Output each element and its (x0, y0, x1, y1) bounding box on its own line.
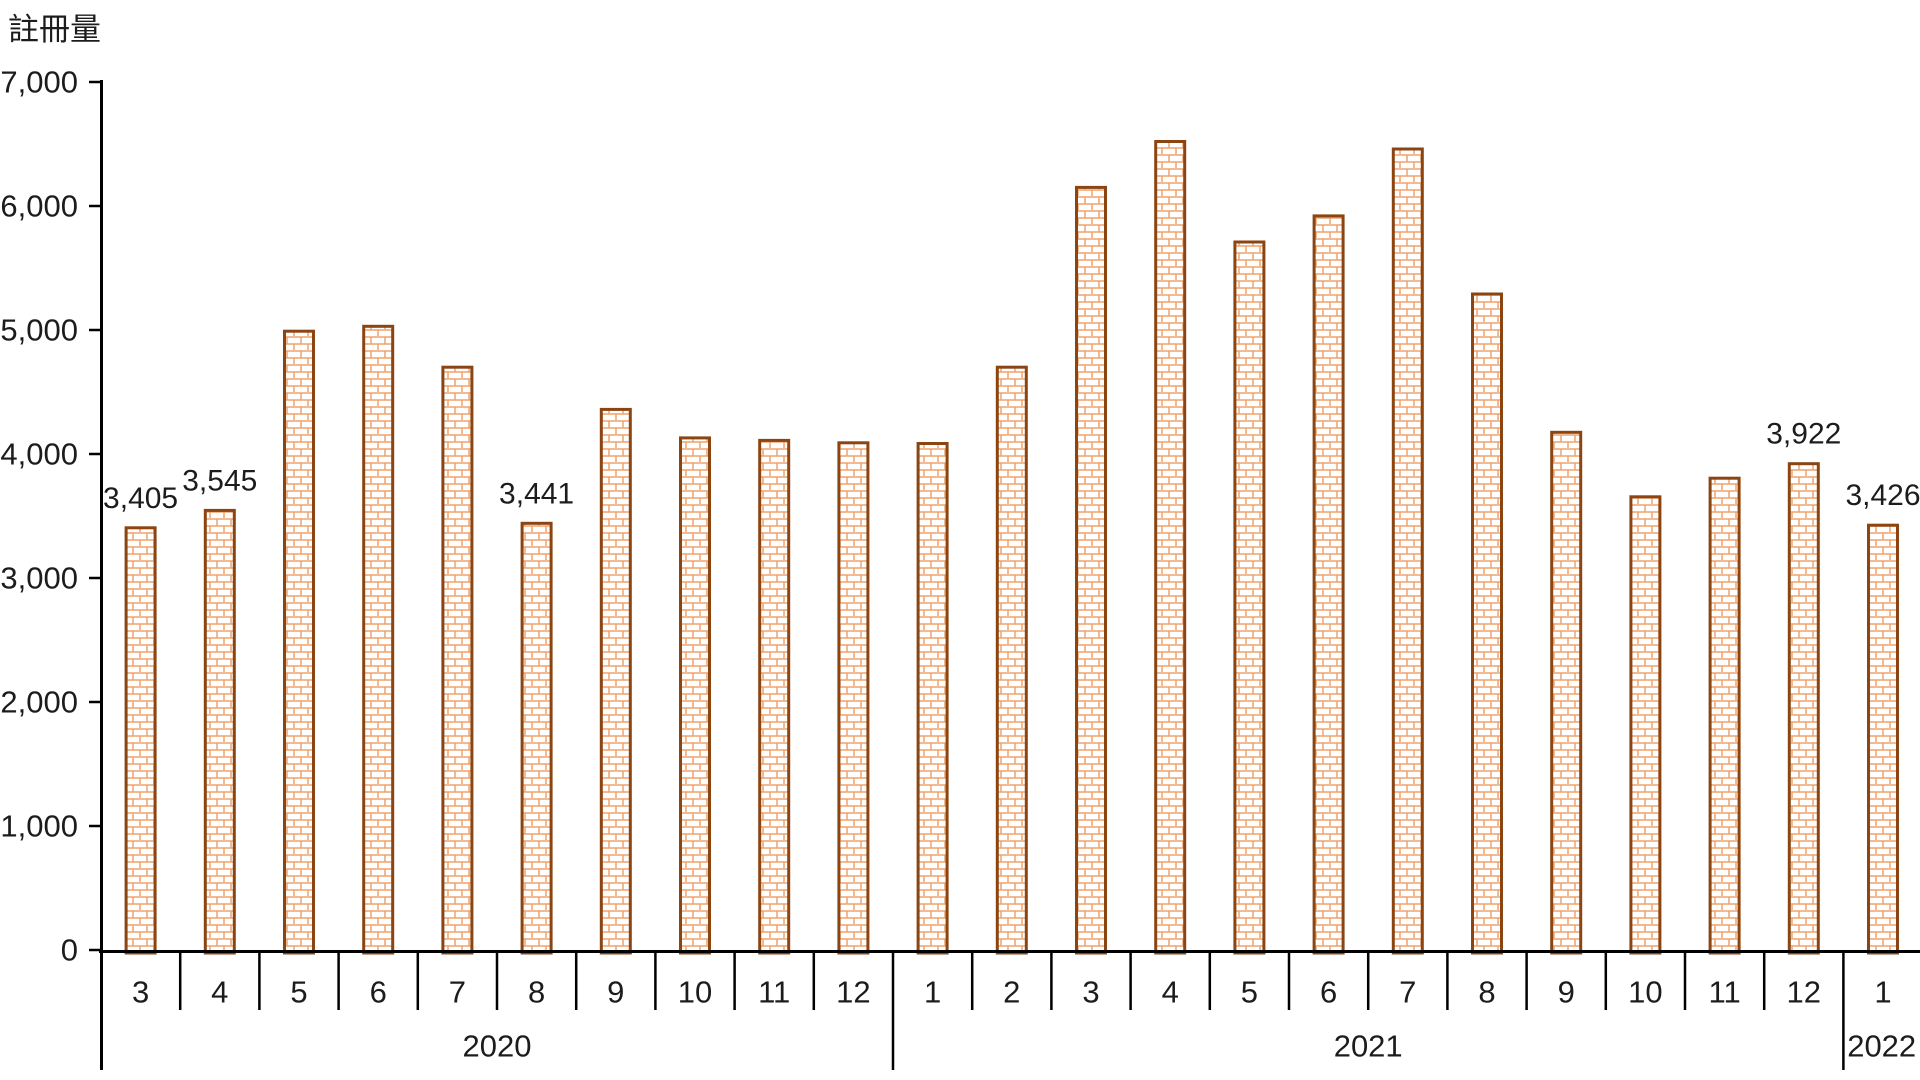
y-tick-label: 2,000 (0, 685, 78, 720)
bar-data-label: 3,405 (103, 482, 178, 515)
bar-data-label: 3,441 (499, 477, 574, 510)
y-axis-group: 0 1,000 2,000 3,000 4,000 5,000 6,000 7,000 (0, 65, 103, 1070)
bar-2020-9 (599, 407, 632, 955)
bar-2021-6 (1312, 214, 1345, 955)
bar-2020-7 (441, 365, 474, 955)
month-tick-label: 7 (1399, 975, 1416, 1010)
y-axis-title: 註冊量 (8, 12, 101, 47)
bar-2021-7 (1391, 147, 1424, 955)
month-tick-label: 9 (607, 975, 624, 1010)
bar-2020-6 (362, 324, 395, 955)
bar-2021-2 (995, 365, 1028, 955)
bar-2020-12 (837, 441, 870, 955)
bar-2021-5 (1233, 240, 1266, 955)
month-tick-label: 11 (758, 975, 790, 1010)
bars-group (124, 140, 1899, 955)
bar-2021-10 (1629, 495, 1662, 955)
month-tick-label: 4 (211, 975, 228, 1010)
month-tick-label: 2 (1003, 975, 1020, 1010)
bar-2021-3 (1075, 185, 1107, 955)
month-tick-label: 3 (1082, 975, 1099, 1010)
y-tick-label: 3,000 (0, 561, 78, 596)
month-tick-label: 10 (1628, 975, 1662, 1010)
bar-2020-11 (758, 438, 791, 955)
year-label: 2021 (1334, 1029, 1403, 1064)
month-tick-label: 9 (1558, 975, 1575, 1010)
month-tick-label: 3 (132, 975, 149, 1010)
y-tick-label: 1,000 (0, 809, 78, 844)
y-tick-label: 6,000 (0, 189, 78, 224)
month-tick-label: 7 (449, 975, 466, 1010)
month-tick-label: 5 (1241, 975, 1258, 1010)
year-label: 2022 (1847, 1029, 1916, 1064)
bar-data-label: 3,922 (1766, 418, 1841, 451)
bar-data-label: 3,545 (182, 464, 257, 497)
bar-2021-1 (916, 442, 949, 955)
bar-2020-8 (520, 521, 553, 955)
month-tick-label: 8 (1478, 975, 1495, 1010)
y-tick-label: 7,000 (0, 65, 78, 100)
y-tick-label: 5,000 (0, 313, 78, 348)
bar-2022-1 (1867, 523, 1899, 955)
bar-2021-4 (1154, 140, 1187, 955)
y-tick-label: 4,000 (0, 437, 78, 472)
bar-2020-5 (283, 329, 315, 955)
y-tick-label: 0 (61, 933, 78, 968)
month-tick-label: 1 (1874, 975, 1891, 1010)
month-tick-label: 5 (290, 975, 307, 1010)
bar-data-label: 3,426 (1845, 479, 1920, 512)
month-tick-label: 11 (1709, 975, 1741, 1010)
bar-2020-4 (203, 508, 236, 955)
year-label: 2020 (463, 1029, 532, 1064)
bar-2021-8 (1471, 292, 1503, 955)
bar-2021-12 (1787, 462, 1820, 955)
month-tick-label: 6 (1320, 975, 1337, 1010)
month-tick-label: 12 (1787, 975, 1821, 1010)
bar-2021-9 (1550, 430, 1583, 955)
bar-2021-11 (1708, 476, 1741, 955)
month-tick-label: 1 (924, 975, 941, 1010)
month-tick-label: 10 (678, 975, 712, 1010)
month-tick-label: 6 (370, 975, 387, 1010)
bar-2020-10 (679, 436, 711, 955)
bar-2020-3 (124, 526, 157, 955)
month-tick-label: 12 (836, 975, 870, 1010)
month-tick-label: 4 (1162, 975, 1179, 1010)
month-tick-label: 8 (528, 975, 545, 1010)
